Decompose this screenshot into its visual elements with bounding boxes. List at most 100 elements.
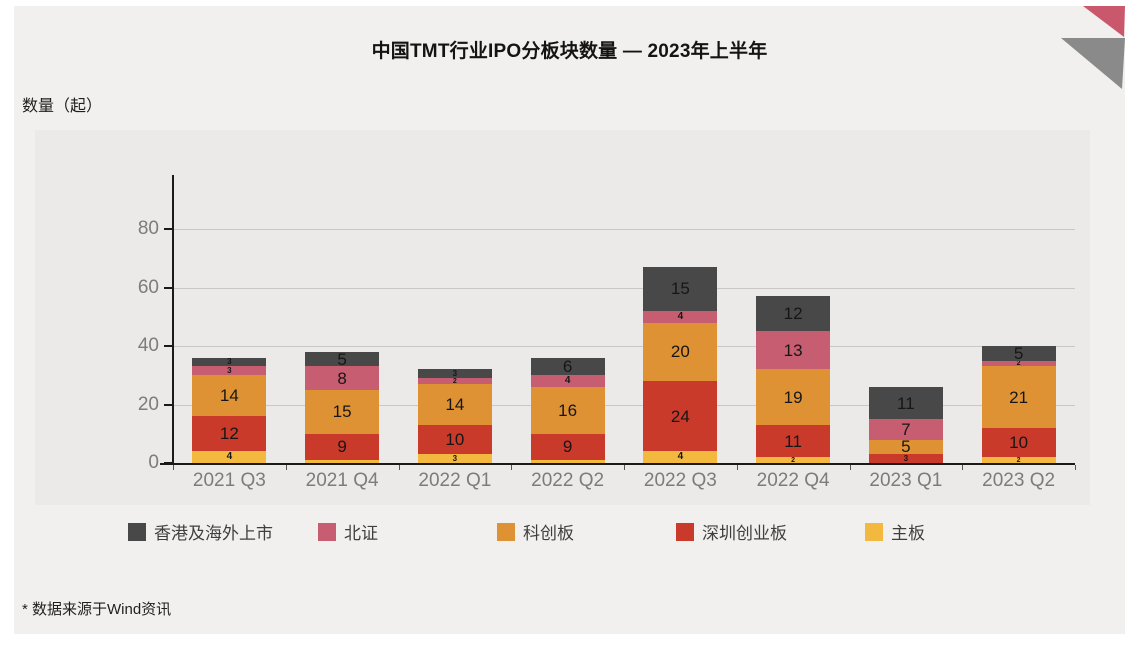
bar-segment-value: 8 xyxy=(337,368,347,388)
bar-segment-value: 2 xyxy=(791,456,796,464)
legend-label: 香港及海外上市 xyxy=(154,524,273,543)
bar-segment-value: 14 xyxy=(445,394,465,414)
bar-segment-value: 15 xyxy=(670,279,690,299)
y-tick-label: 0 xyxy=(148,452,159,473)
bar-segment-深圳创业板: 11 xyxy=(756,424,831,458)
bar-segment-value: 3 xyxy=(903,453,909,463)
bar-segment-深圳创业板: 10 xyxy=(417,424,492,455)
corner-decoration xyxy=(1061,6,1125,89)
bar-segment-主板: 3 xyxy=(417,454,492,463)
bar-segment-value: 2 xyxy=(1016,456,1021,464)
bar-segment-深圳创业板: 24 xyxy=(643,381,718,452)
stacked-bar-chart: 0 20 40 60 80 4 12 14 3 3 2021 Q3 9 15 8 5 2021 Q4 3 10 14… xyxy=(35,130,1090,505)
bar-segment-北证: 4 xyxy=(530,375,605,387)
bar-segment-value: 10 xyxy=(1009,433,1029,453)
bar-segment-主板: 4 xyxy=(192,451,267,463)
bar-segment-香港及海外上市: 6 xyxy=(530,356,605,376)
bar-segment-香港及海外上市: 3 xyxy=(417,368,492,379)
legend: 香港及海外上市 北证 科创板 深圳创业板 主板 xyxy=(14,522,1125,546)
y-axis-line xyxy=(172,175,174,465)
bar-segment-value: 5 xyxy=(337,349,347,369)
bar-segment-北证: 3 xyxy=(192,365,267,376)
bar-segment-value: 5 xyxy=(1013,343,1024,363)
bar-segment-主板: 4 xyxy=(643,451,718,463)
legend-label: 主板 xyxy=(891,524,925,543)
bar-segment-value: 4 xyxy=(677,310,684,322)
bar-segment-科创板: 14 xyxy=(192,375,267,417)
legend-swatch-icon xyxy=(676,522,694,541)
bar-segment-value: 3 xyxy=(227,365,232,375)
legend-item-科创板: 科创板 xyxy=(497,522,574,543)
bar-segment-value: 15 xyxy=(332,402,352,422)
corner-pink-triangle-icon xyxy=(1083,6,1125,37)
gridline xyxy=(173,229,1075,230)
legend-item-香港及海外上市: 香港及海外上市 xyxy=(128,522,273,543)
y-tick-label: 20 xyxy=(137,393,159,415)
bar-segment-北证: 2 xyxy=(417,377,492,385)
x-tick-mark xyxy=(285,465,287,470)
bar-segment-北证: 13 xyxy=(756,331,831,370)
legend-item-北证: 北证 xyxy=(318,522,378,543)
bar-segment-科创板: 21 xyxy=(981,366,1056,428)
bar-segment-香港及海外上市: 11 xyxy=(868,386,943,420)
bar-segment-value: 6 xyxy=(562,356,573,376)
bar-segment-value: 11 xyxy=(897,393,915,413)
bar-segment-北证: 4 xyxy=(643,310,718,323)
bar-segment-深圳创业板: 9 xyxy=(530,433,605,461)
bar-segment-主板: 2 xyxy=(756,456,831,464)
bar-segment-深圳创业板: 9 xyxy=(305,433,380,461)
x-tick-label: 2021 Q3 xyxy=(192,470,266,491)
bar-segment-value: 13 xyxy=(783,340,803,360)
bar-segment-value: 2 xyxy=(1016,360,1021,368)
legend-label: 北证 xyxy=(344,524,378,543)
bar-segment-value: 20 xyxy=(670,342,690,362)
x-tick-label: 2022 Q4 xyxy=(756,470,830,491)
x-tick-label: 2022 Q3 xyxy=(643,470,717,491)
y-tick-mark xyxy=(164,228,173,230)
bar-segment-value: 3 xyxy=(227,357,232,367)
bar-segment-value: 14 xyxy=(219,386,239,406)
x-tick-mark xyxy=(849,465,851,470)
bar-segment-香港及海外上市: 15 xyxy=(643,267,718,311)
bar-segment-香港及海外上市: 3 xyxy=(192,357,267,367)
y-tick-label: 80 xyxy=(137,218,159,239)
legend-swatch-icon xyxy=(318,522,336,541)
x-tick-label: 2022 Q2 xyxy=(531,470,605,491)
x-tick-label: 2023 Q1 xyxy=(869,470,943,491)
bar-segment-value: 4 xyxy=(677,451,684,463)
bar-segment-value: 3 xyxy=(452,368,458,378)
legend-label: 科创板 xyxy=(523,524,574,543)
x-tick-mark xyxy=(1075,465,1076,470)
bar-segment-value: 5 xyxy=(901,437,911,457)
bar-segment-value: 2 xyxy=(452,377,457,385)
gridline xyxy=(173,404,1075,406)
x-tick-mark xyxy=(624,465,625,470)
bar-segment-科创板: 5 xyxy=(868,437,943,457)
legend-item-主板: 主板 xyxy=(865,522,925,543)
bar-segment-value: 24 xyxy=(670,406,690,426)
bar-segment-主板 xyxy=(305,460,380,463)
x-tick-mark xyxy=(398,465,400,470)
legend-item-深圳创业板: 深圳创业板 xyxy=(676,522,787,543)
bar-segment-深圳创业板: 3 xyxy=(868,453,943,463)
corner-gray-triangle-icon xyxy=(1061,38,1125,89)
bar-segment-科创板: 19 xyxy=(756,369,831,425)
report-canvas: 中国TMT行业IPO分板块数量 — 2023年上半年 数量（起） 0 20 40 60… xyxy=(14,6,1125,634)
chart-title: 中国TMT行业IPO分板块数量 — 2023年上半年 xyxy=(371,41,768,62)
bar-segment-北证: 7 xyxy=(868,419,943,440)
bar-segment-香港及海外上市: 5 xyxy=(981,343,1056,363)
legend-swatch-icon xyxy=(128,522,146,541)
y-tick-mark xyxy=(164,345,173,347)
bar-segment-主板 xyxy=(530,460,605,463)
bar-segment-香港及海外上市: 5 xyxy=(305,349,380,369)
bar-segment-科创板: 16 xyxy=(530,386,605,434)
bar-segment-深圳创业板: 12 xyxy=(192,416,267,452)
bar-segment-value: 11 xyxy=(784,431,802,451)
bar-segment-香港及海外上市: 12 xyxy=(756,296,831,332)
bar-segment-深圳创业板: 10 xyxy=(981,427,1056,458)
y-axis-unit-label: 数量（起） xyxy=(22,98,103,115)
x-tick-mark xyxy=(962,465,964,470)
y-tick-label: 60 xyxy=(137,276,159,298)
bar-segment-value: 9 xyxy=(337,437,347,457)
bar-segment-value: 21 xyxy=(1009,387,1029,407)
